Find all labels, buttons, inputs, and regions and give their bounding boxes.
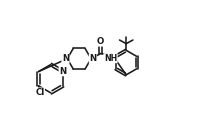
Text: O: O bbox=[97, 37, 104, 46]
Text: Cl: Cl bbox=[35, 88, 45, 97]
Text: N: N bbox=[59, 67, 66, 76]
Text: NH: NH bbox=[104, 54, 117, 63]
Text: N: N bbox=[62, 54, 69, 63]
Text: N: N bbox=[89, 54, 96, 63]
